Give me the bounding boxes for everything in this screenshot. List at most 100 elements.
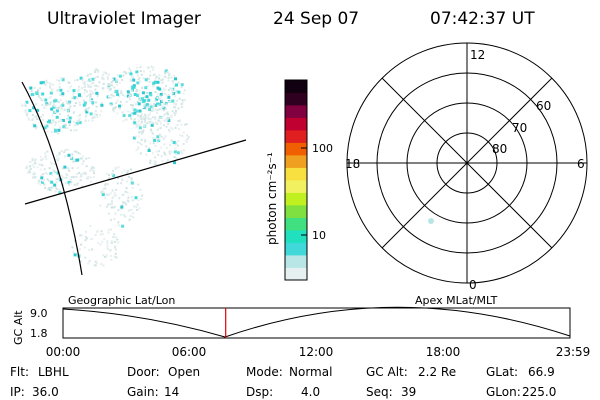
image-pixel	[164, 88, 167, 91]
mlt-label-18: 18	[345, 157, 360, 171]
image-pixel	[121, 193, 124, 196]
image-pixel	[101, 193, 105, 197]
image-pixel	[88, 157, 91, 159]
timeline-x-tick-1800: 18:00	[426, 345, 461, 359]
image-pixel	[53, 163, 56, 165]
image-pixel	[164, 107, 167, 110]
image-pixel	[140, 132, 143, 135]
image-pixel	[45, 104, 48, 107]
status-glon-value: 225.0	[522, 385, 556, 399]
image-pixel	[84, 109, 87, 112]
image-pixel	[175, 143, 178, 146]
image-pixel	[163, 119, 166, 122]
image-pixel	[114, 212, 117, 215]
image-pixel	[63, 176, 66, 179]
image-pixel	[69, 105, 72, 108]
image-pixel	[79, 103, 82, 106]
image-pixel	[49, 103, 52, 106]
image-pixel	[107, 228, 110, 231]
image-pixel	[40, 163, 43, 166]
image-pixel	[48, 119, 51, 123]
image-pixel	[109, 255, 112, 257]
image-pixel	[46, 173, 49, 175]
image-pixel	[36, 166, 39, 169]
image-pixel	[66, 117, 69, 120]
image-pixel	[120, 91, 123, 94]
image-pixel	[156, 93, 159, 96]
image-pixel	[49, 189, 52, 192]
image-pixel	[56, 159, 59, 162]
image-pixel	[175, 157, 178, 160]
polar-plot	[346, 42, 588, 284]
image-pixel	[131, 113, 133, 116]
image-pixel	[44, 124, 47, 127]
lat-label-70: 70	[512, 121, 527, 135]
image-pixel	[78, 248, 81, 251]
colorbar-cell	[285, 217, 307, 231]
image-pixel	[182, 143, 185, 145]
image-pixel	[167, 95, 171, 99]
mlt-label-0: 0	[469, 278, 477, 292]
image-pixel	[161, 105, 164, 108]
image-pixel	[114, 107, 117, 110]
image-pixel	[99, 243, 102, 246]
image-pixel	[177, 107, 180, 110]
image-pixel	[39, 155, 42, 158]
image-pixel	[140, 198, 143, 201]
image-pixel	[86, 75, 89, 77]
image-pixel	[43, 178, 45, 181]
image-pixel	[55, 188, 58, 190]
status-ip-value: 36.0	[32, 385, 59, 399]
image-pixel	[54, 98, 57, 100]
image-pixel	[186, 134, 189, 137]
image-pixel	[155, 122, 158, 124]
image-pixel	[61, 176, 64, 179]
image-pixel	[113, 218, 116, 221]
image-pixel	[78, 93, 81, 97]
image-pixel	[152, 84, 155, 87]
image-pixel	[67, 90, 70, 93]
image-pixel	[157, 128, 160, 131]
image-pixel	[180, 123, 183, 126]
image-pixel	[104, 182, 107, 185]
timeline-left-label: Geographic Lat/Lon	[68, 294, 175, 307]
image-pixel	[37, 181, 40, 183]
image-pixel	[116, 74, 119, 77]
image-pixel	[104, 184, 107, 187]
image-pixel	[84, 171, 87, 174]
image-pixel	[148, 77, 151, 80]
image-pixel	[73, 158, 76, 161]
image-pixel	[183, 99, 186, 101]
image-pixel	[142, 99, 146, 103]
image-pixel	[107, 95, 110, 98]
image-pixel	[52, 103, 55, 106]
image-pixel	[143, 117, 146, 120]
image-pixel	[67, 114, 70, 117]
image-pixel	[90, 167, 93, 170]
image-pixel	[153, 160, 156, 163]
image-pixel	[85, 103, 88, 106]
image-pixel	[156, 80, 160, 84]
image-pixel	[137, 119, 140, 122]
image-pixel	[170, 139, 173, 142]
image-pixel	[66, 127, 69, 130]
image-pixel	[129, 112, 132, 115]
image-pixel	[66, 148, 69, 151]
image-pixel	[32, 122, 35, 125]
image-pixel	[111, 202, 113, 205]
image-pixel	[185, 123, 188, 126]
image-pixel	[109, 103, 112, 106]
image-pixel	[163, 124, 165, 127]
image-pixel	[91, 101, 95, 105]
image-pixel	[87, 93, 90, 96]
image-pixel	[87, 85, 90, 88]
image-pixel	[152, 116, 155, 119]
image-pixel	[120, 205, 124, 209]
colorbar-tick-label-10: 10	[312, 229, 326, 242]
image-pixel	[168, 117, 170, 119]
image-pixel	[73, 105, 76, 108]
image-pixel	[128, 219, 131, 222]
image-pixel	[63, 155, 66, 158]
image-pixel	[144, 141, 146, 143]
image-pixel	[24, 104, 27, 107]
